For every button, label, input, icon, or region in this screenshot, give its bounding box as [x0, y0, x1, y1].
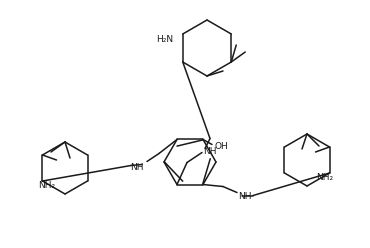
Text: NH₂: NH₂ [38, 182, 56, 190]
Text: NH: NH [203, 147, 217, 156]
Text: OH: OH [214, 142, 228, 151]
Text: NH: NH [130, 163, 144, 172]
Text: H₂N: H₂N [156, 35, 173, 44]
Text: NH: NH [238, 192, 252, 201]
Text: NH₂: NH₂ [316, 174, 334, 183]
